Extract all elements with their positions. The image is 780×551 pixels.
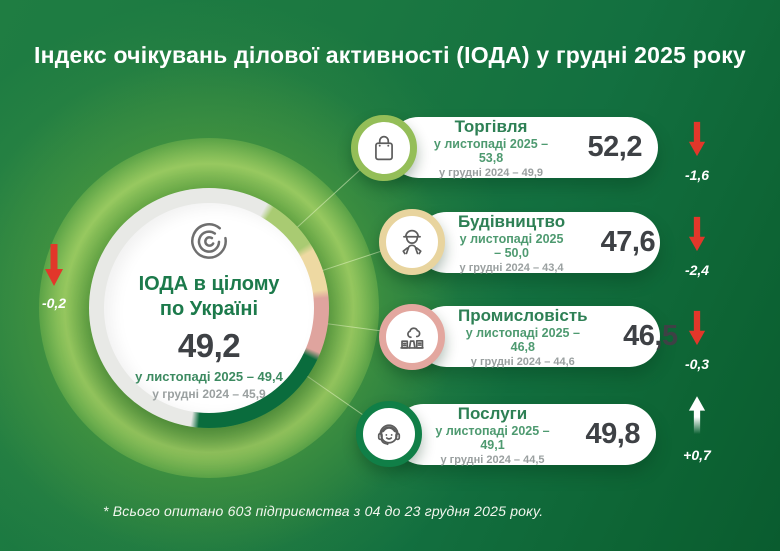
sector-name: Торгівля xyxy=(454,116,528,136)
sector-name: Промисловість xyxy=(458,305,588,325)
sector-previous-year: у грудні 2024 – 44,6 xyxy=(470,355,575,368)
sector-text-block: Послуги у листопаді 2025 – 49,1 у грудні… xyxy=(435,403,550,467)
page-title: Індекс очікувань ділової активності (ІОД… xyxy=(34,42,746,68)
sector-pill: Торгівля у листопаді 2025 – 53,8 у грудн… xyxy=(388,116,658,180)
sector-icon-badge xyxy=(379,209,445,275)
construction-change-value: -2,4 xyxy=(684,262,710,278)
overall-previous-year: у грудні 2024 – 45,9 xyxy=(152,386,266,401)
construction-change-marker: -2,4 xyxy=(668,215,726,278)
survey-footnote: * Всього опитано 603 підприємства з 04 д… xyxy=(103,503,544,519)
sector-previous-year: у грудні 2024 – 49,9 xyxy=(438,166,544,179)
sector-previous-year: у грудні 2024 – 44,5 xyxy=(440,453,545,466)
down-arrow-icon xyxy=(688,121,706,157)
sector-previous-month: у листопаді 2025 – 46,8 xyxy=(465,326,580,355)
sector-value: 46,5 xyxy=(623,320,678,352)
down-arrow-icon xyxy=(688,216,706,252)
overall-value: 49,2 xyxy=(177,326,241,364)
factory-icon xyxy=(400,327,424,349)
sector-text-block: Торгівля у листопаді 2025 – 53,8 у грудн… xyxy=(430,116,552,180)
overall-index-ring: ІОДА в цілому по Україні 49,2 у листопад… xyxy=(89,188,329,428)
industry-change-marker: -0,3 xyxy=(668,309,726,372)
down-arrow-icon xyxy=(45,244,63,286)
sector-text-block: Промисловість у листопаді 2025 – 46,8 у … xyxy=(458,305,588,369)
overall-label: ІОДА в цілому по Україні xyxy=(139,272,280,322)
overall-previous-month: у листопаді 2025 – 49,4 xyxy=(135,368,283,384)
sector-previous-month: у листопаді 2025 – 49,1 xyxy=(435,424,550,453)
up-arrow-icon xyxy=(688,396,706,434)
industry-change-value: -0,3 xyxy=(684,356,710,372)
sector-value: 49,8 xyxy=(585,418,641,450)
sector-text-block: Будівництво у листопаді 2025 – 50,0 у гр… xyxy=(458,211,565,275)
sector-previous-year: у грудні 2024 – 43,4 xyxy=(459,261,564,274)
sector-name: Послуги xyxy=(457,403,528,423)
overall-change-value: -0,2 xyxy=(41,295,67,311)
construction-worker-icon xyxy=(402,229,422,255)
overall-index-circle: ІОДА в цілому по Україні 49,2 у листопад… xyxy=(104,203,314,413)
sector-value: 52,2 xyxy=(587,131,643,163)
trade-change-value: -1,6 xyxy=(684,167,710,183)
services-change-value: +0,7 xyxy=(683,447,711,463)
down-arrow-icon xyxy=(688,310,706,346)
sector-pill: Послуги у листопаді 2025 – 49,1 у грудні… xyxy=(393,403,656,467)
sector-name: Будівництво xyxy=(458,211,566,231)
trade-change-marker: -1,6 xyxy=(668,120,726,183)
sector-previous-month: у листопаді 2025 – 50,0 xyxy=(459,232,564,261)
overall-change-marker: -0,2 xyxy=(26,244,82,311)
sector-icon-badge xyxy=(379,304,445,370)
ioda-spiral-logo-icon xyxy=(191,222,227,259)
services-change-marker: +0,7 xyxy=(668,394,726,463)
sector-icon-badge xyxy=(351,115,417,181)
sector-pill: Будівництво у листопаді 2025 – 50,0 у гр… xyxy=(416,211,660,275)
overall-label-line2: по Україні xyxy=(159,297,259,320)
sector-pill: Промисловість у листопаді 2025 – 46,8 у … xyxy=(416,305,678,369)
shopping-bag-icon xyxy=(375,135,393,161)
overall-label-line1: ІОДА в цілому xyxy=(138,272,280,295)
sector-icon-badge xyxy=(356,401,422,467)
headset-icon xyxy=(377,424,401,446)
sector-previous-month: у листопаді 2025 – 53,8 xyxy=(433,137,549,166)
sector-value: 47,6 xyxy=(600,226,656,258)
